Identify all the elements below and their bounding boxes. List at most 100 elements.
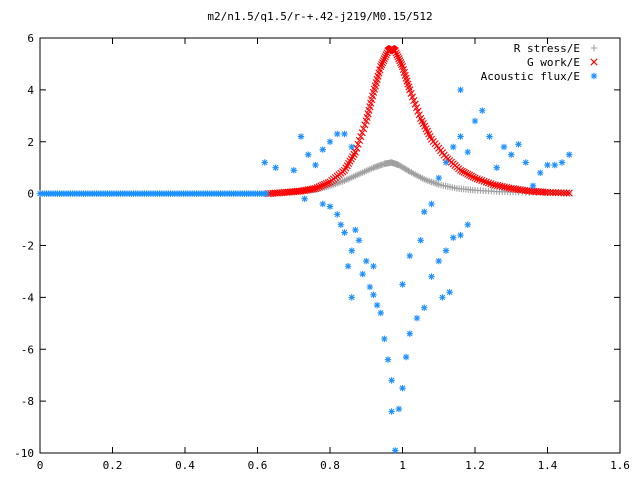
data-point: [312, 161, 319, 169]
data-point: [392, 49, 400, 57]
data-point: [460, 168, 468, 176]
data-point: [406, 330, 413, 337]
data-point: [334, 130, 341, 138]
y-tick-label: -6: [21, 343, 34, 356]
data-point: [319, 181, 327, 189]
x-tick-label: 1.4: [538, 459, 558, 472]
data-point: [471, 117, 479, 125]
data-point: [297, 133, 305, 140]
data-point: [458, 167, 466, 175]
data-point: [552, 189, 560, 197]
data-point: [263, 190, 270, 197]
data-point: [428, 273, 435, 280]
data-point: [261, 159, 268, 166]
data-point: [380, 55, 388, 63]
data-point: [566, 151, 573, 158]
chart-title: m2/n1.5/q1.5/r-+.42-j219/M0.15/512: [207, 10, 432, 23]
data-point: [395, 405, 403, 413]
data-point: [500, 143, 508, 151]
data-point: [381, 53, 389, 61]
data-point: [549, 188, 557, 197]
data-point: [482, 178, 490, 186]
data-point: [359, 270, 366, 278]
data-point: [399, 281, 406, 288]
data-point: [348, 247, 355, 254]
legend-label: R stress/E: [514, 42, 580, 55]
data-point: [378, 60, 386, 69]
data-point: [428, 200, 435, 208]
data-point: [317, 182, 325, 190]
legend-marker: [590, 58, 598, 66]
y-tick-label: 4: [27, 84, 34, 97]
data-point: [354, 140, 362, 148]
data-point: [382, 51, 390, 59]
data-point: [355, 136, 364, 145]
data-point: [485, 179, 493, 187]
data-point: [326, 138, 334, 145]
data-point: [395, 55, 403, 63]
data-point: [446, 288, 453, 296]
data-point: [450, 143, 457, 151]
data-point: [560, 189, 568, 197]
x-tick-label: 0.4: [175, 459, 195, 472]
data-point: [351, 148, 359, 156]
data-point: [558, 159, 566, 166]
data-point: [363, 257, 370, 265]
data-point: [475, 176, 484, 184]
data-point: [486, 133, 493, 140]
data-point: [355, 237, 363, 244]
data-point: [442, 247, 450, 254]
data-point: [319, 200, 326, 208]
data-point: [471, 174, 479, 182]
x-tick-label: 1: [399, 459, 406, 472]
data-point: [421, 304, 428, 311]
series-3: [36, 86, 573, 454]
data-point: [377, 62, 385, 71]
y-tick-label: -8: [21, 395, 34, 408]
data-point: [373, 301, 381, 309]
data-point: [391, 47, 399, 55]
data-point: [557, 189, 565, 197]
data-point: [457, 86, 464, 94]
data-point: [361, 121, 369, 129]
data-point: [537, 169, 544, 177]
data-point: [406, 252, 413, 260]
data-point: [396, 57, 404, 65]
y-tick-label: 2: [27, 136, 34, 149]
data-point: [357, 132, 365, 141]
data-point: [388, 408, 395, 415]
y-tick-label: -10: [14, 447, 34, 460]
data-point: [397, 59, 405, 67]
data-point: [469, 173, 477, 181]
data-point: [508, 151, 515, 158]
data-point: [399, 384, 406, 392]
data-point: [413, 314, 421, 322]
data-point: [464, 170, 472, 178]
series-layer: [36, 44, 573, 454]
data-point: [487, 180, 495, 188]
data-point: [442, 159, 450, 166]
x-tick-label: 0.2: [103, 459, 123, 472]
plot-frame: [39, 37, 621, 454]
data-point: [435, 257, 442, 265]
data-point: [439, 294, 446, 301]
data-point: [352, 226, 359, 234]
data-point: [311, 184, 320, 193]
data-point: [462, 169, 470, 177]
x-tick-label: 0.6: [248, 459, 268, 472]
data-point: [379, 57, 388, 65]
data-point: [465, 171, 474, 179]
data-point: [522, 159, 529, 166]
x-tick-label: 1.6: [610, 459, 630, 472]
data-point: [417, 237, 424, 244]
data-point: [543, 188, 552, 196]
data-point: [544, 161, 551, 169]
data-point: [348, 143, 355, 151]
data-point: [378, 59, 387, 67]
data-point: [313, 184, 321, 192]
axes: 0 0.2 0.4 0.6 0.8 1 1.2 1.4 1.6 -10 -8 -6 -4 -2 0 2 4 6: [14, 32, 630, 472]
data-point: [529, 182, 537, 190]
